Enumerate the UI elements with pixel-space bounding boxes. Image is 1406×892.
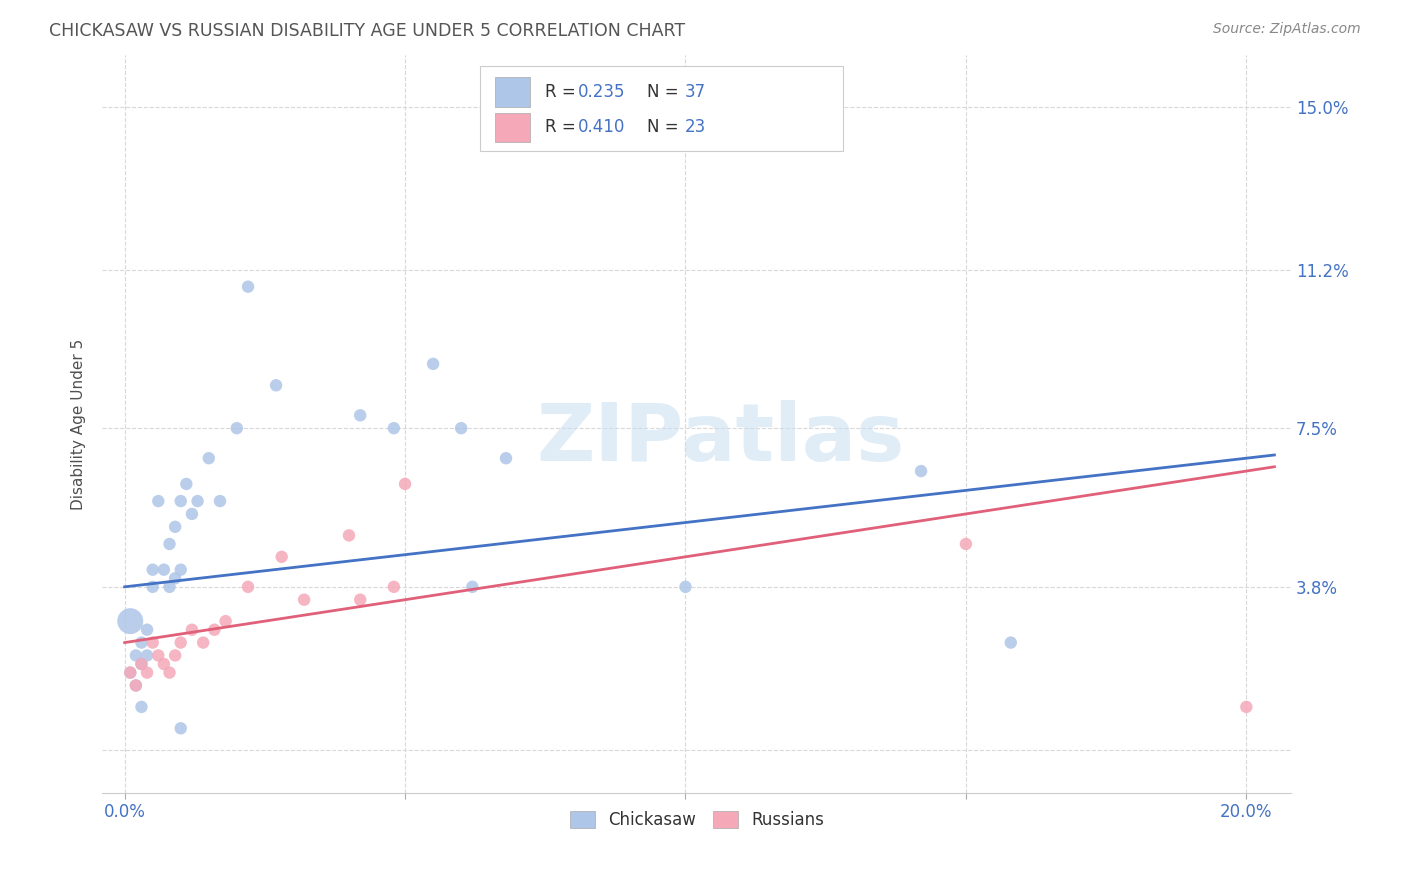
- Point: [197, 451, 219, 466]
- Point: [165, 648, 187, 663]
- Point: [450, 421, 472, 435]
- Point: [170, 494, 193, 508]
- Point: [181, 623, 204, 637]
- Point: [349, 409, 371, 423]
- FancyBboxPatch shape: [481, 66, 844, 151]
- Point: [191, 635, 214, 649]
- Point: [165, 520, 187, 534]
- Text: ZIPatlas: ZIPatlas: [536, 400, 904, 477]
- Point: [153, 563, 176, 577]
- Point: [136, 665, 159, 680]
- Point: [337, 528, 360, 542]
- Point: [148, 648, 170, 663]
- Point: [382, 421, 405, 435]
- Point: [131, 699, 153, 714]
- Point: [153, 657, 176, 671]
- Text: 0.410: 0.410: [578, 119, 626, 136]
- Point: [675, 580, 697, 594]
- Text: 0.235: 0.235: [578, 83, 626, 101]
- Point: [270, 549, 292, 564]
- Text: R =: R =: [544, 119, 581, 136]
- Point: [170, 722, 193, 736]
- Point: [955, 537, 977, 551]
- Point: [136, 623, 159, 637]
- Bar: [495, 78, 530, 107]
- Point: [142, 635, 165, 649]
- Point: [125, 648, 148, 663]
- Point: [236, 279, 259, 293]
- Text: R =: R =: [544, 83, 581, 101]
- Point: [142, 563, 165, 577]
- Point: [208, 494, 231, 508]
- Point: [176, 477, 198, 491]
- Point: [170, 635, 193, 649]
- Legend: Chickasaw, Russians: Chickasaw, Russians: [562, 805, 831, 836]
- Point: [461, 580, 484, 594]
- Point: [170, 563, 193, 577]
- Point: [120, 665, 142, 680]
- Point: [422, 357, 444, 371]
- Point: [131, 657, 153, 671]
- Point: [1000, 635, 1022, 649]
- Point: [264, 378, 287, 392]
- Point: [148, 494, 170, 508]
- Bar: [495, 112, 530, 142]
- Point: [165, 571, 187, 585]
- Point: [120, 614, 142, 628]
- Point: [125, 678, 148, 692]
- Point: [394, 477, 416, 491]
- Text: N =: N =: [647, 119, 683, 136]
- Point: [181, 507, 204, 521]
- Point: [202, 623, 225, 637]
- Point: [136, 648, 159, 663]
- Point: [159, 580, 181, 594]
- Point: [131, 657, 153, 671]
- Point: [214, 614, 236, 628]
- Point: [292, 592, 315, 607]
- Y-axis label: Disability Age Under 5: Disability Age Under 5: [72, 338, 86, 509]
- Point: [349, 592, 371, 607]
- Point: [225, 421, 247, 435]
- Text: 37: 37: [685, 83, 706, 101]
- Point: [159, 537, 181, 551]
- Point: [495, 451, 517, 466]
- Point: [382, 580, 405, 594]
- Point: [125, 678, 148, 692]
- Point: [187, 494, 209, 508]
- Text: 23: 23: [685, 119, 706, 136]
- Point: [159, 665, 181, 680]
- Point: [120, 665, 142, 680]
- Point: [236, 580, 259, 594]
- Point: [131, 635, 153, 649]
- Point: [910, 464, 932, 478]
- Point: [1234, 699, 1257, 714]
- Point: [142, 580, 165, 594]
- Text: Source: ZipAtlas.com: Source: ZipAtlas.com: [1213, 22, 1361, 37]
- Text: N =: N =: [647, 83, 683, 101]
- Text: CHICKASAW VS RUSSIAN DISABILITY AGE UNDER 5 CORRELATION CHART: CHICKASAW VS RUSSIAN DISABILITY AGE UNDE…: [49, 22, 685, 40]
